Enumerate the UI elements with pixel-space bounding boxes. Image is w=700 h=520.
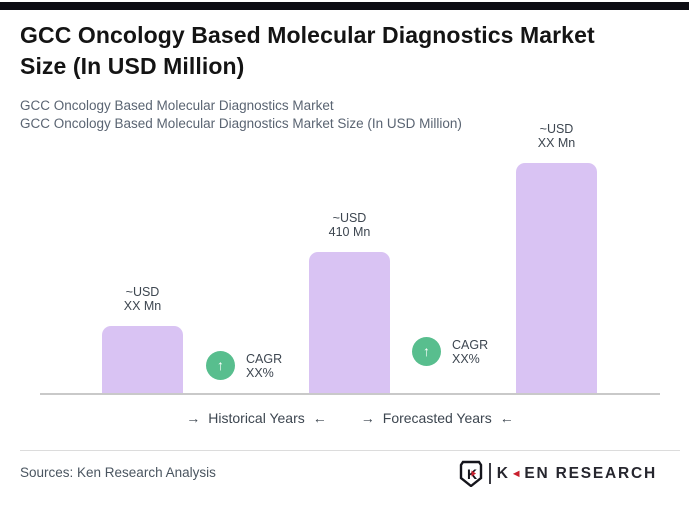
logo-divider: [488, 463, 491, 484]
right-arrow-icon: →: [360, 410, 375, 426]
ken-research-emblem-icon: K: [459, 460, 482, 487]
bar-group-forecast: ~USD XX Mn: [516, 122, 597, 393]
page-title: GCC Oncology Based Molecular Diagnostics…: [20, 20, 688, 82]
left-arrow-icon: ←: [312, 410, 327, 426]
bar-value-label: ~USD XX Mn: [123, 285, 162, 313]
growth-arrow-icon: ↑: [412, 337, 441, 366]
logo-triangle-icon: ◄: [510, 467, 524, 480]
chart-subtitle-line1: GCC Oncology Based Molecular Diagnostics…: [20, 98, 334, 113]
top-black-bar: [0, 2, 689, 10]
bar-historical-end: [309, 252, 390, 393]
bar-group-historical-start: ~USD XX Mn: [102, 285, 183, 393]
cagr-label: CAGR XX%: [452, 337, 489, 366]
historical-years-label: → Historical Years ←: [186, 410, 327, 426]
x-axis-groups: → Historical Years ← → Forecasted Years …: [0, 410, 700, 427]
chart-subtitle-line2: GCC Oncology Based Molecular Diagnostics…: [20, 116, 462, 131]
ken-research-logo: K K ◄ EN RESEARCH: [459, 460, 657, 487]
ken-research-wordmark: K ◄ EN RESEARCH: [496, 464, 657, 482]
bar-value-label: ~USD 410 Mn: [328, 211, 371, 239]
forecasted-years-label: → Forecasted Years ←: [360, 410, 514, 426]
right-arrow-icon: →: [186, 410, 201, 426]
left-arrow-icon: ←: [499, 410, 514, 426]
cagr-label: CAGR XX%: [246, 351, 283, 380]
growth-arrow-icon: ↑: [206, 351, 235, 380]
footer-divider: [20, 450, 680, 451]
bar-group-historical-end: ~USD 410 Mn: [309, 211, 390, 393]
bar-historical-start: [102, 326, 183, 393]
chart-subtitle: GCC Oncology Based Molecular Diagnostics…: [20, 97, 680, 133]
bar-value-label: ~USD XX Mn: [537, 122, 576, 150]
page-title-line1: GCC Oncology Based Molecular Diagnostics…: [20, 22, 595, 48]
bar-forecast: [516, 163, 597, 393]
x-axis-line: [40, 393, 660, 395]
sources-text: Sources: Ken Research Analysis: [20, 465, 216, 480]
cagr-badge-historical: ↑ CAGR XX%: [206, 351, 282, 380]
cagr-badge-forecast: ↑ CAGR XX%: [412, 337, 488, 366]
page-title-line2: Size (In USD Million): [20, 53, 245, 79]
